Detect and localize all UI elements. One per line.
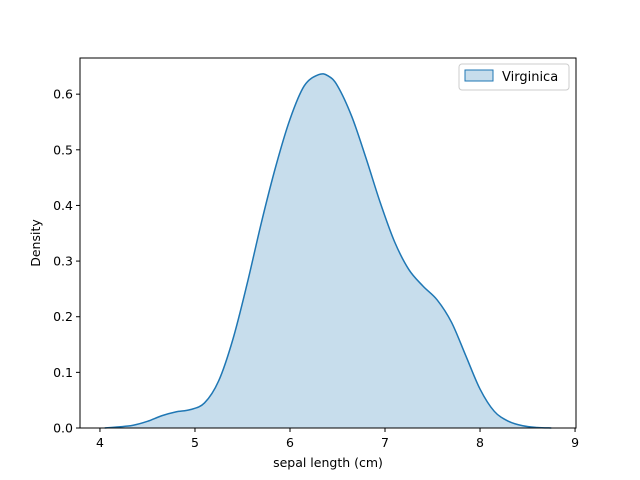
plot-frame-background <box>80 58 576 428</box>
y-tick-label: 0.0 <box>53 421 73 436</box>
y-tick-label: 0.6 <box>53 87 73 102</box>
y-axis: 0.0 0.1 0.2 0.3 0.4 0.5 0.6 <box>53 87 80 436</box>
y-tick-label: 0.5 <box>53 142 73 157</box>
x-tick-label: 8 <box>476 435 484 450</box>
x-tick-label: 6 <box>286 435 294 450</box>
plot-frame <box>79 57 577 429</box>
legend-label-virginica: Virginica <box>502 70 558 85</box>
y-tick-label: 0.3 <box>53 254 73 269</box>
y-axis-label: Density <box>28 219 43 267</box>
x-tick-label: 9 <box>571 435 579 450</box>
density-line-virginica <box>104 73 552 429</box>
x-axis-label: sepal length (cm) <box>273 455 383 470</box>
legend: Virginica <box>458 63 570 91</box>
x-tick-label: 4 <box>96 435 104 450</box>
series-layer <box>104 73 552 429</box>
y-tick-label: 0.1 <box>53 365 73 380</box>
x-tick-label: 5 <box>191 435 199 450</box>
x-axis: 4 5 6 7 8 9 <box>96 428 579 450</box>
x-tick-label: 7 <box>381 435 389 450</box>
legend-swatch <box>464 69 494 82</box>
y-tick-label: 0.4 <box>53 198 73 213</box>
y-tick-label: 0.2 <box>53 309 73 324</box>
density-area-virginica <box>104 73 552 429</box>
plot-area <box>79 57 577 429</box>
